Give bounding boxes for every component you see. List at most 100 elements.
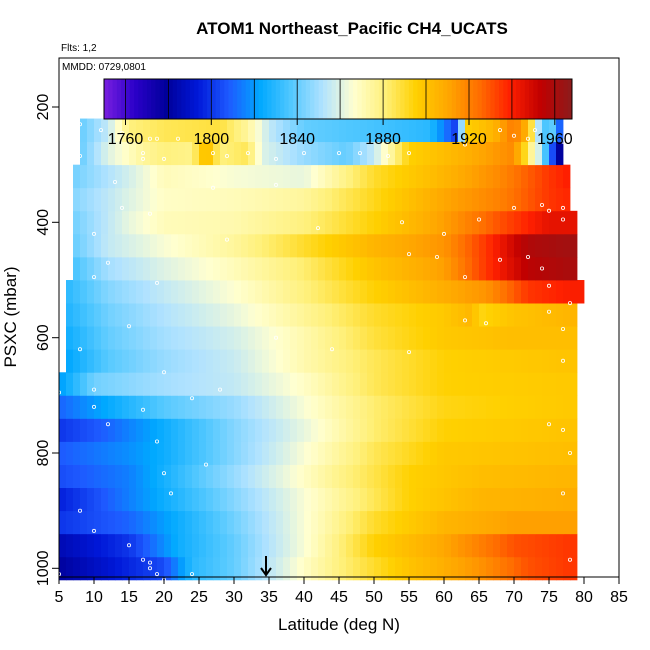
heatmap-cell [423, 464, 431, 489]
colorbar-swatch [335, 79, 341, 119]
heatmap-cell [409, 141, 417, 166]
heatmap-cell [283, 256, 291, 281]
heatmap-cell [465, 487, 473, 512]
heatmap-cell [269, 487, 277, 512]
heatmap-cell [234, 464, 242, 489]
heatmap-cell [500, 349, 508, 373]
heatmap-cell [80, 441, 88, 465]
heatmap-cell [122, 164, 130, 189]
heatmap-cell [304, 256, 312, 281]
colorbar-swatch [426, 79, 431, 119]
heatmap-cell [535, 256, 543, 281]
heatmap-cell [87, 556, 95, 581]
heatmap-cell [192, 280, 200, 304]
sample-point [106, 260, 111, 265]
heatmap-cell [94, 464, 102, 489]
heatmap-cell [346, 210, 354, 235]
heatmap-cell [185, 349, 193, 373]
heatmap-cell [325, 256, 333, 281]
heatmap-cell [227, 210, 235, 235]
heatmap-cell [297, 441, 305, 465]
heatmap-cell [276, 256, 284, 281]
colorbar-swatches [104, 79, 573, 119]
heatmap-cell [248, 187, 256, 212]
sample-point [92, 528, 97, 533]
colorbar-tick-label: 1840 [279, 131, 315, 148]
heatmap-cell [360, 118, 368, 143]
sample-point [476, 217, 481, 222]
heatmap-cell [528, 326, 536, 350]
sample-point [140, 156, 145, 161]
heatmap-cell [444, 372, 452, 396]
heatmap-cell [437, 372, 445, 396]
heatmap-cell [143, 210, 151, 235]
heatmap-cell [521, 533, 529, 558]
sample-point [273, 182, 278, 187]
heatmap-cell [269, 533, 277, 558]
heatmap-cell [486, 233, 494, 258]
heatmap-cell [402, 464, 410, 489]
heatmap-cell [164, 187, 172, 212]
heatmap-cell [374, 256, 382, 281]
heatmap-cell [514, 487, 522, 512]
heatmap-cell [255, 556, 263, 581]
heatmap-cell [437, 349, 445, 373]
heatmap-cell [143, 464, 151, 489]
heatmap-cell [276, 533, 284, 558]
heatmap-cell [220, 395, 228, 419]
heatmap-cell [171, 210, 179, 235]
sample-point [357, 151, 362, 156]
heatmap-cell [157, 233, 165, 258]
heatmap-cell [409, 118, 417, 143]
heatmap-cell [346, 349, 354, 373]
heatmap-cell [353, 141, 361, 166]
heatmap-cell [374, 141, 382, 166]
heatmap-cell [444, 326, 452, 350]
colorbar-swatch [262, 79, 268, 119]
heatmap-cell [332, 441, 340, 465]
heatmap-cell [199, 510, 207, 535]
heatmap-cell [304, 556, 312, 581]
heatmap-cell [556, 464, 564, 489]
heatmap-cell [556, 418, 564, 442]
heatmap-cell [129, 187, 137, 212]
heatmap-cell [157, 464, 165, 489]
heatmap-cell [283, 210, 291, 235]
heatmap-cell [171, 187, 179, 212]
heatmap-cell [346, 303, 354, 327]
heatmap-cell [535, 464, 543, 489]
heatmap-cell [213, 487, 221, 512]
heatmap-cell [115, 326, 123, 350]
heatmap-cell [416, 510, 424, 535]
heatmap-cell [479, 256, 487, 281]
heatmap-cell [157, 280, 165, 304]
sample-point [561, 205, 566, 210]
heatmap-cell [374, 326, 382, 350]
heatmap-cell [514, 510, 522, 535]
heatmap-cell [570, 303, 578, 327]
heatmap-cell [563, 210, 571, 235]
heatmap-cell [73, 326, 81, 350]
colorbar-swatch [284, 79, 290, 119]
heatmap-cell [514, 556, 522, 581]
heatmap-cell [360, 464, 368, 489]
heatmap-cell [535, 141, 543, 166]
heatmap-cell [283, 510, 291, 535]
heatmap-cell [87, 418, 95, 442]
heatmap-cell [80, 187, 88, 212]
heatmap-cell [374, 533, 382, 558]
colorbar-swatch [430, 79, 436, 119]
heatmap-cell [241, 464, 249, 489]
heatmap-cell [360, 372, 368, 396]
colorbar-swatch [249, 79, 255, 119]
heatmap-cell [129, 372, 137, 396]
heatmap-cell [353, 187, 361, 212]
heatmap-cell [80, 487, 88, 512]
heatmap-cell [213, 303, 221, 327]
heatmap-cell [213, 372, 221, 396]
heatmap-cell [409, 256, 417, 281]
heatmap-cell [374, 210, 382, 235]
colorbar-swatch [297, 79, 302, 119]
heatmap-cell [507, 303, 515, 327]
heatmap-cell [472, 303, 480, 327]
